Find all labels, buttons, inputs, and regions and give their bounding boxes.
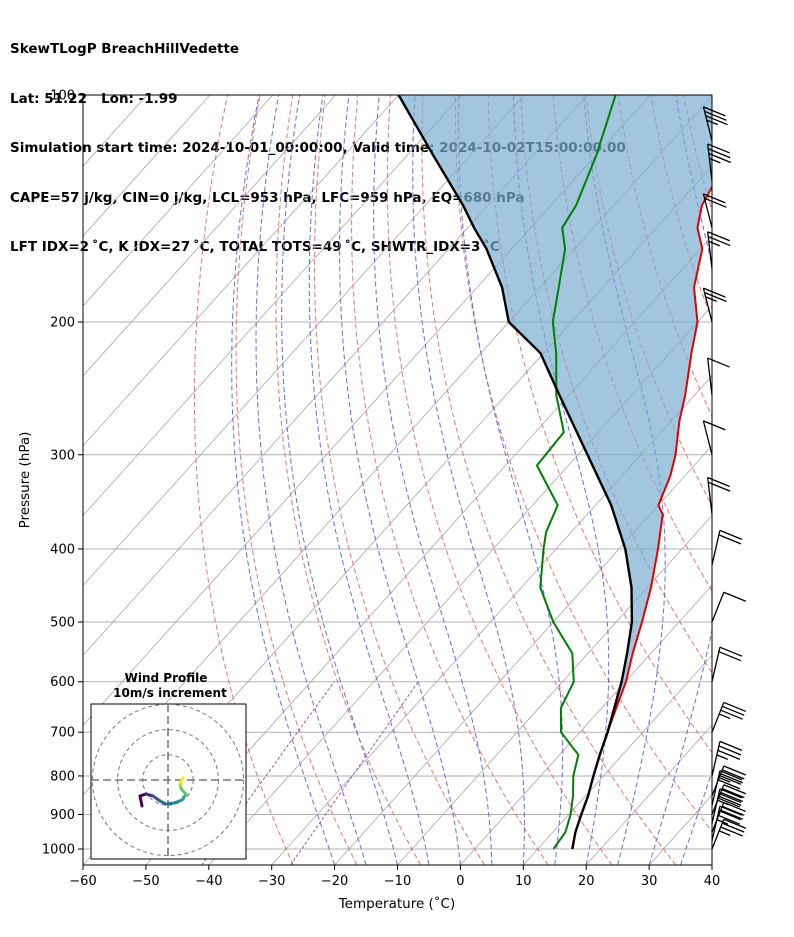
hodograph-inset: Wind Profile 10m/s increment (90, 671, 247, 860)
wind-barb (711, 770, 743, 806)
moist-adiabat (680, 770, 712, 865)
y-tick-label: 200 (50, 315, 75, 330)
moist-adiabat (231, 95, 336, 865)
x-tick-label: −60 (69, 874, 96, 889)
x-tick-label: −20 (321, 874, 348, 889)
y-tick-label: 900 (50, 808, 75, 823)
wind-barb (711, 784, 747, 815)
y-tick-label: 300 (50, 448, 75, 463)
isotherm-gridline (397, 514, 712, 865)
isotherm-gridline (145, 235, 712, 865)
isotherm-gridline (585, 724, 712, 865)
moist-adiabat (458, 95, 564, 865)
parcel-path-line (397, 95, 634, 850)
wind-barb (707, 476, 731, 515)
isotherm-gridline (83, 95, 211, 237)
x-axis-label: Temperature (˚C) (338, 895, 456, 912)
x-tick-label: −50 (132, 874, 159, 889)
wind-barb (711, 646, 743, 682)
wind-barb (702, 106, 728, 141)
dry-adiabat (275, 95, 422, 865)
x-tick-label: 40 (704, 874, 721, 889)
mixing-ratio-line (201, 681, 335, 865)
moist-adiabat (281, 95, 398, 865)
moist-adiabat (711, 863, 712, 865)
profile-lines (397, 95, 712, 850)
hodograph-title: Wind Profile (125, 671, 208, 685)
isotherm-gridline (460, 584, 712, 865)
header-indices-2: LFT IDX=2 ˚C, K IDX=27 ˚C, TOTAL TOTS=49… (10, 239, 500, 255)
axis-ticks: −60 −50 −40 −30 −20 −10 0 10 20 30 40 1000 900 800 700… (42, 89, 720, 890)
wind-barb (711, 740, 743, 777)
wind-barb (711, 788, 743, 824)
dry-adiabat (194, 95, 294, 865)
y-tick-label: 500 (50, 616, 75, 631)
header-title: SkewTLogP BreachHillVedette (10, 41, 240, 57)
wind-barb (711, 805, 743, 841)
y-tick-label: 1000 (42, 843, 75, 858)
hodograph-trace (138, 794, 144, 808)
dry-adiabat (421, 95, 677, 865)
hodograph-ring (91, 704, 245, 857)
cape-area (398, 95, 712, 849)
y-tick-label: 800 (50, 769, 75, 784)
x-tick-label: −30 (258, 874, 285, 889)
hodograph-subtitle: 10m/s increment (113, 686, 227, 700)
y-tick-label: 100 (50, 89, 75, 104)
wind-barbs (702, 106, 747, 850)
y-tick-label: 700 (50, 726, 75, 741)
dewpoint-line (535, 95, 617, 850)
dry-adiabat (386, 95, 613, 865)
moist-adiabat (373, 95, 493, 865)
y-tick-label: 600 (50, 675, 75, 690)
y-tick-label: 400 (50, 542, 75, 557)
dry-adiabat (235, 95, 358, 865)
wind-barb (711, 529, 743, 566)
x-tick-label: 20 (578, 874, 595, 889)
wind-barb (711, 818, 747, 850)
isotherm-gridline (711, 864, 712, 865)
mixing-ratio-line (290, 681, 419, 865)
dry-adiabat (455, 95, 712, 832)
wind-barb (711, 701, 747, 733)
moist-adiabat (513, 95, 610, 865)
wind-barb (707, 231, 731, 269)
moist-adiabat (308, 95, 430, 865)
moist-adiabat (648, 95, 712, 865)
isotherm-gridline (523, 654, 712, 865)
dry-adiabat (351, 95, 549, 865)
x-tick-label: −40 (195, 874, 222, 889)
isotherm-gridline (83, 95, 525, 587)
x-tick-label: −10 (384, 874, 411, 889)
isotherm-gridline (83, 95, 274, 307)
isotherm-gridline (83, 95, 399, 447)
wind-barb (711, 591, 747, 623)
isotherm-gridline (208, 305, 712, 865)
wind-barb (702, 193, 727, 228)
hodograph-trace (179, 776, 185, 784)
isotherm-gridline (83, 95, 462, 517)
x-tick-label: 10 (515, 874, 532, 889)
cape-shading (398, 95, 712, 849)
moist-adiabat (339, 95, 461, 865)
wind-barb (707, 143, 732, 181)
moist-adiabat (255, 95, 367, 865)
wind-barb (711, 765, 747, 797)
dry-adiabat (781, 95, 794, 865)
dry-adiabat (749, 95, 794, 865)
isotherm-gridline (334, 445, 712, 865)
isotherm-gridline (775, 95, 794, 865)
x-tick-label: 0 (456, 874, 464, 889)
y-axis-label: Pressure (hPa) (17, 432, 33, 529)
x-tick-label: 30 (641, 874, 658, 889)
wind-barb (702, 420, 726, 455)
wind-barb (707, 357, 730, 396)
isotherm-gridline (83, 95, 336, 377)
dry-adiabat (313, 95, 485, 865)
wind-barb (702, 287, 727, 323)
